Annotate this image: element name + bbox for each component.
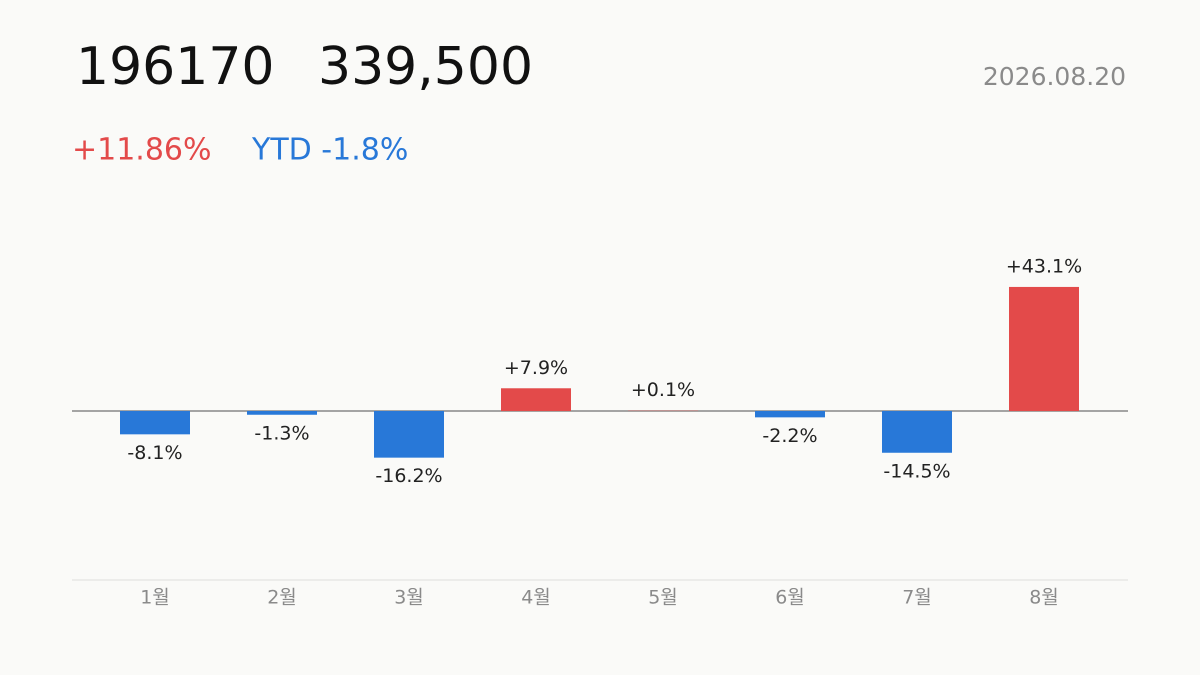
stock-code: 196170 [76,37,275,97]
bar [247,411,317,415]
ytd-change: YTD -1.8% [251,133,408,168]
bar [1009,286,1079,412]
value-label: -2.2% [762,425,817,447]
x-tick-label: 2월 [267,587,297,609]
daily-change: +11.86% [72,133,212,168]
bar [882,411,952,453]
bar [120,411,190,435]
x-tick-label: 6월 [775,587,805,609]
bar [374,411,444,458]
value-label: +0.1% [631,379,695,401]
value-label: -14.5% [883,460,950,482]
value-label: +7.9% [504,357,568,379]
x-tick-label: 8월 [1029,587,1059,609]
date: 2026.08.20 [983,62,1126,91]
x-tick-label: 4월 [521,587,551,609]
value-label: -1.3% [254,422,309,444]
value-label: +43.1% [1006,255,1082,277]
value-label: -8.1% [127,442,182,464]
x-tick-label: 5월 [648,587,678,609]
x-tick-label: 1월 [140,587,170,609]
value-label: -16.2% [375,465,442,487]
bar [501,388,571,412]
stock-price: 339,500 [318,37,533,97]
bar [755,411,825,418]
x-tick-label: 7월 [902,587,932,609]
x-tick-label: 3월 [394,587,424,609]
